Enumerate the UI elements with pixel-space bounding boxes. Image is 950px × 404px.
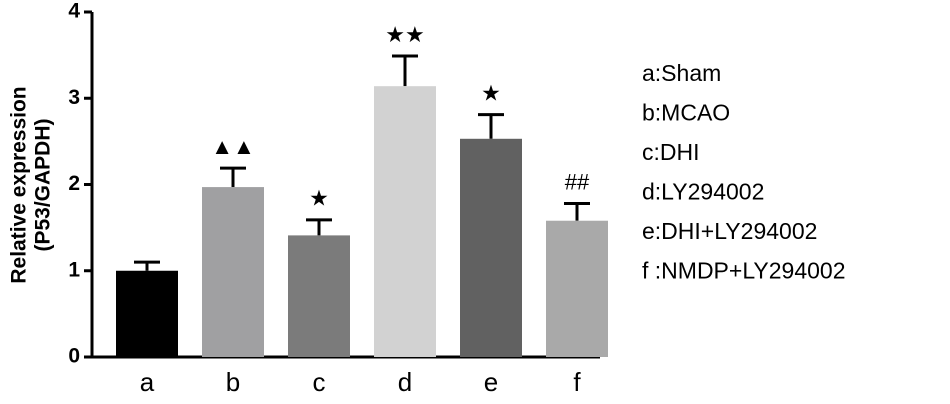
x-tick-label: c	[313, 367, 326, 397]
y-axis-label: Relative expression	[8, 86, 31, 283]
bar	[374, 86, 436, 358]
y-axis-label: (P53/GAPDH)	[32, 118, 55, 251]
bar	[546, 220, 608, 357]
y-tick-label: 0	[68, 345, 80, 368]
legend-entry: f :NMDP+LY294002	[642, 258, 846, 284]
y-tick-label: 1	[68, 258, 80, 281]
annotation: ★	[309, 186, 329, 211]
x-tick-label: f	[573, 367, 581, 397]
annotation: ★	[481, 80, 501, 105]
y-tick-label: 3	[68, 86, 80, 109]
x-tick-label: a	[140, 367, 155, 397]
bar	[202, 187, 264, 357]
bar	[460, 138, 522, 357]
x-tick-label: d	[398, 367, 412, 397]
bar	[288, 235, 350, 357]
legend-entry: b:MCAO	[642, 100, 730, 126]
x-tick-label: b	[226, 367, 240, 397]
annotation: ▲▲	[211, 134, 255, 159]
y-tick-label: 4	[68, 0, 80, 23]
bar	[116, 270, 178, 357]
legend-entry: d:LY294002	[642, 179, 764, 205]
annotation: ##	[565, 169, 590, 194]
annotation: ★★	[385, 22, 424, 47]
x-tick-label: e	[484, 367, 498, 397]
y-tick-label: 2	[68, 172, 80, 195]
legend-entry: a:Sham	[642, 60, 721, 86]
legend-entry: c:DHI	[642, 139, 700, 165]
legend-entry: e:DHI+LY294002	[642, 218, 817, 244]
